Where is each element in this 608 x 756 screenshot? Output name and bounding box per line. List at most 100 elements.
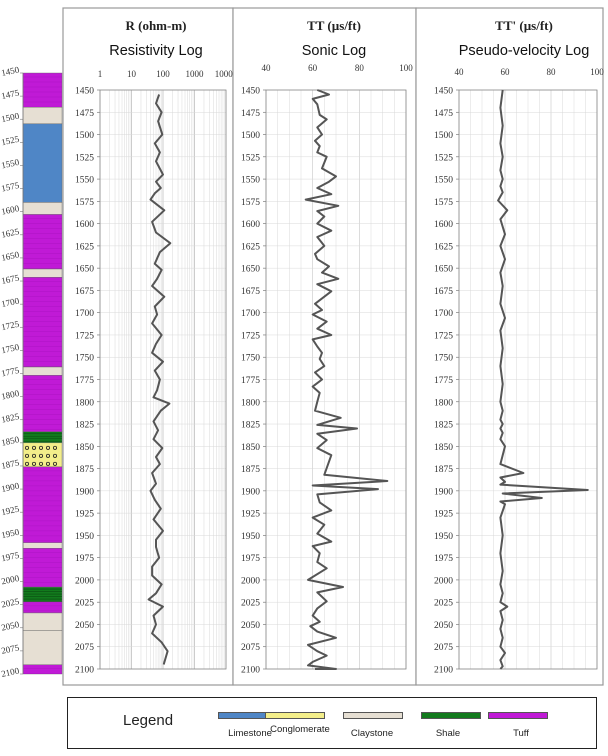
y-tick-label: 1475 [75,109,94,119]
lithology-depth-label: 1650 [0,249,20,263]
y-tick-label: 1625 [434,242,453,252]
x-tick-label: 60 [308,63,318,73]
legend-box: Legend Limestone Conglomerate Claystone … [67,697,597,749]
lithology-depth-label: 1950 [0,527,20,541]
conglomerate-pebble [32,461,37,466]
y-tick-label: 1900 [241,487,260,497]
y-tick-label: 1675 [75,287,94,297]
plot-area-frame [99,89,227,670]
y-tick-label: 1850 [241,443,260,453]
y-tick-label: 1775 [434,376,453,386]
lithology-depth-label: 1850 [0,434,20,448]
y-tick-label: 1800 [434,398,453,408]
y-tick-label: 2075 [241,643,260,653]
y-tick-label: 2050 [434,621,453,631]
y-tick-label: 1750 [241,354,260,364]
y-tick-label: 1875 [434,465,453,475]
y-tick-label: 1700 [75,309,94,319]
y-tick-label: 1750 [434,354,453,364]
conglomerate-pebble [39,445,44,450]
x-tick-label: 100 [156,69,170,79]
lithology-depth-label: 1575 [0,180,20,194]
panel-subtitle: Pseudo-velocity Log [459,43,590,59]
y-tick-label: 2100 [241,666,260,676]
lithology-interval-tuff [22,664,63,675]
y-tick-label: 1975 [75,554,94,564]
lithology-interval-tuff [22,214,63,270]
legend-title: Legend [123,712,174,729]
panel-title: TT' (µs/ft) [495,18,553,33]
y-tick-label: 1725 [241,331,260,341]
conglomerate-pebble [53,461,58,466]
conglomerate-pebble [24,461,29,466]
y-tick-label: 2025 [75,599,94,609]
y-tick-label: 2000 [434,576,453,586]
plot-area-frame [458,89,598,670]
y-tick-label: 1900 [75,487,94,497]
y-tick-label: 1575 [434,198,453,208]
panel-subtitle: Resistivity Log [109,43,202,59]
y-tick-label: 1925 [434,510,453,520]
lithology-interval-claystone [22,630,63,665]
y-tick-label: 1725 [434,331,453,341]
y-tick-label: 1875 [241,465,260,475]
y-tick-label: 1825 [434,421,453,431]
x-tick-label: 40 [262,63,272,73]
y-tick-label: 1575 [241,198,260,208]
legend-label-tuff: Tuff [513,728,529,739]
lithology-depth-label: 1775 [0,365,20,379]
y-tick-label: 2025 [241,599,260,609]
lithology-interval-tuff [22,601,63,614]
lithology-depth-label: 1675 [0,272,20,286]
conglomerate-pebble [32,445,37,450]
y-tick-label: 1450 [241,87,260,97]
lithology-depth-label: 1750 [0,342,20,356]
conglomerate-pebble [53,445,58,450]
log-panel-1: R (ohm-m) Resistivity Log 1450 1475 1500 1525… [62,7,238,686]
y-tick-label: 1850 [434,443,453,453]
y-tick-label: 2075 [75,643,94,653]
y-tick-label: 1825 [241,421,260,431]
lithology-depth-label: 1900 [0,480,20,494]
y-tick-label: 1750 [75,354,94,364]
y-tick-label: 1925 [241,510,260,520]
x-tick-label: 80 [547,67,557,77]
y-tick-label: 1800 [241,398,260,408]
lithology-depth-label: 1550 [0,157,20,171]
log-curve [147,94,172,665]
conglomerate-pebble [24,453,29,458]
lithology-column: 1450 1475 1500 1525 1550 1575 1600 1625 1650 1675… [0,64,63,679]
lithology-depth-label: 1875 [0,457,20,471]
legend-label-conglomerate: Conglomerate [270,724,330,735]
lithology-depth-label: 1450 [0,64,20,78]
lithology-depth-label: 2000 [0,573,20,587]
panel-title: TT (µs/ft) [307,18,361,33]
y-tick-label: 1550 [434,176,453,186]
lithology-interval-claystone [22,542,63,549]
y-tick-label: 1550 [241,176,260,186]
x-tick-label: 40 [455,67,465,77]
y-tick-label: 1675 [241,287,260,297]
lithology-interval-limestone [22,123,63,203]
lithology-depth-label: 1975 [0,550,20,564]
lithology-interval-claystone [22,107,63,125]
conglomerate-swatch [265,712,325,719]
y-tick-label: 1450 [434,87,453,97]
lithology-interval-tuff [22,375,63,432]
lithology-depth-label: 1725 [0,319,20,333]
x-tick-label: 80 [355,63,365,73]
panel-title: R (ohm-m) [125,18,186,33]
log-panel-2: TT (µs/ft) Sonic Log 1450 1475 1500 1525 1550 1… [232,7,417,686]
lithology-depth-label: 2050 [0,619,20,633]
legend-label-limestone: Limestone [228,728,272,739]
y-tick-label: 1525 [75,153,94,163]
conglomerate-pebble [39,453,44,458]
lithology-interval-tuff [22,277,63,368]
y-tick-label: 1550 [75,176,94,186]
conglomerate-pebble [46,461,51,466]
y-tick-label: 1625 [75,242,94,252]
y-tick-label: 1650 [75,265,94,275]
y-tick-label: 2050 [75,621,94,631]
y-tick-label: 1475 [241,109,260,119]
